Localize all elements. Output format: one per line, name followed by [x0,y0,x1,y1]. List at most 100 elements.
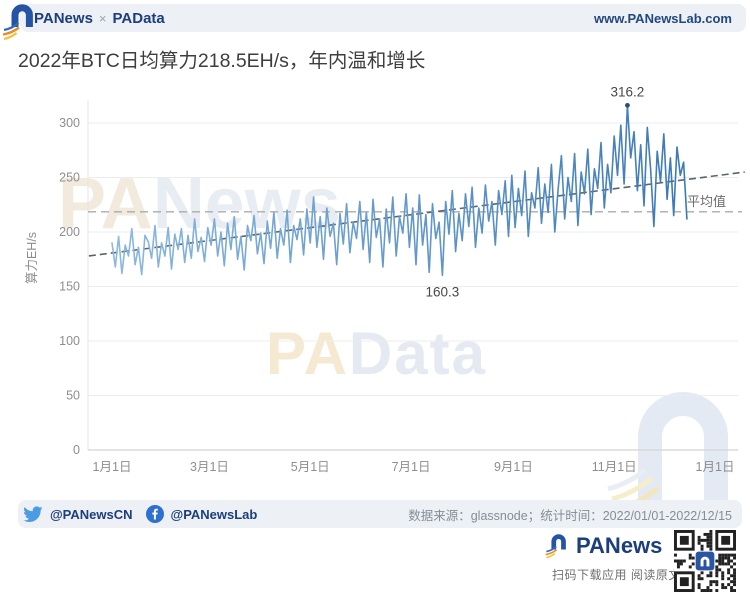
website-link[interactable]: www.PANewsLab.com [594,10,732,26]
panews-logo-icon-bottom [545,534,566,559]
x-tick-label: 1月1日 [696,460,735,474]
x-tick-label: 1月1日 [93,460,132,474]
qr-module [733,574,736,578]
qr-module [715,568,719,572]
qr-module [721,583,725,587]
qr-module [688,553,692,557]
qr-module [695,551,715,571]
qr-module [688,565,692,569]
qr-module [730,580,734,584]
qr-code[interactable] [674,530,736,592]
qr-module [697,541,701,545]
y-axis-title: 算力EH/s [24,232,39,284]
qr-module [703,538,707,542]
qr-module [676,559,680,563]
header-bar: PANews × PAData www.PANewsLab.com [20,4,746,32]
qr-module [733,583,736,587]
qr-module [715,580,719,584]
qr-module [715,574,719,578]
qr-module [718,556,722,560]
qr-module [727,583,731,587]
qr-module [709,530,713,533]
qr-module [709,580,713,584]
logo-swoosh-yellow [546,552,556,559]
qr-module [676,565,680,569]
twitter-handle: @PANewsCN [50,506,133,522]
qr-module [730,565,734,569]
qr-module [706,586,710,590]
qr-module [709,544,713,548]
qr-module [715,589,719,592]
qr-module [706,532,710,536]
qr-module [724,586,728,590]
qr-module [727,559,731,563]
qr-module [721,556,725,560]
logo-arch [551,534,566,550]
qr-module [721,535,731,545]
qr-module [721,571,725,575]
trend-line [88,171,745,257]
facebook-handle: @PANewsLab [170,506,258,522]
qr-module [715,565,719,569]
qr-module [700,577,704,581]
qr-module [700,544,704,548]
qr-module [718,562,722,566]
watermark-swoosh-2 [611,476,654,502]
facebook-account[interactable]: @PANewsLab [145,505,258,523]
y-tick-label: 0 [73,443,80,457]
qr-module [700,571,704,575]
qr-module [697,535,701,539]
qr-module [697,586,701,590]
logo-swoosh-yellow [3,32,18,41]
qr-module [688,556,692,560]
qr-module [709,532,713,536]
qr-module [727,553,731,557]
brand-separator: × [98,10,107,26]
qr-module [697,574,701,578]
qr-module [721,574,725,578]
qr-module [721,553,725,557]
watermark-logo-arch [638,392,728,502]
qr-module [718,568,722,572]
logo-swoosh-orange [2,26,20,36]
qr-module [733,553,736,557]
qr-module [733,577,736,581]
qr-module [733,568,736,572]
qr-module [700,589,704,592]
qr-module [691,562,695,566]
brand-panews: PANews [34,9,93,27]
data-series-line [111,104,688,277]
y-tick-label: 300 [59,116,80,130]
logo-arch [11,4,33,27]
qr-module [709,538,713,542]
qr-module [721,562,725,566]
max-annotation: 316.2 [611,85,645,99]
qr-module [706,544,710,548]
twitter-icon [23,505,43,522]
qr-module [715,571,719,575]
qr-module [674,553,677,557]
qr-module [730,559,734,563]
qr-module [682,559,686,563]
qr-module [730,574,734,578]
twitter-account[interactable]: @PANewsCN [23,505,133,523]
qr-module [706,541,710,545]
qr-module [727,556,731,560]
x-tick-label: 7月1日 [392,460,431,474]
qr-module [697,577,701,581]
qr-module [679,535,689,545]
qr-module [733,571,736,575]
qr-module [691,556,695,560]
qr-module [697,583,701,587]
qr-module [715,583,719,587]
qr-module [724,556,728,560]
qr-module [715,559,719,563]
bottom-brand-name: PANews [576,533,663,558]
qr-module [718,559,722,563]
qr-center-logo [700,556,710,567]
qr-module [706,574,710,578]
footer-bar: @PANewsCN @PANewsLab 数据来源：glassnode；统计时间… [18,500,742,528]
qr-module [709,541,713,545]
